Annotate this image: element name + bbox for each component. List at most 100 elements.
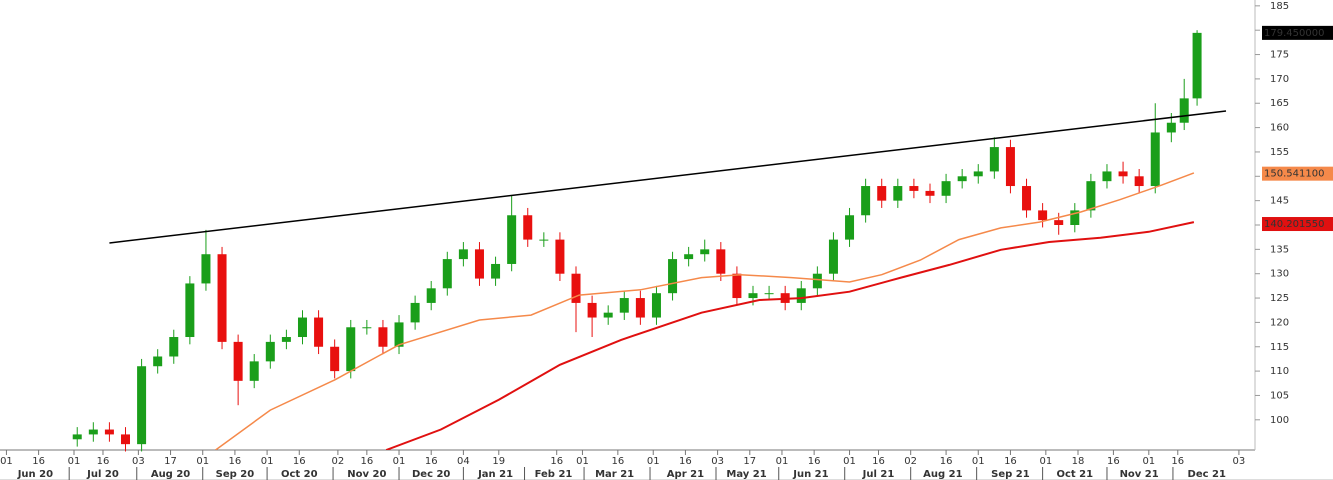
candle-body <box>571 273 581 303</box>
x-tick-label: 01 <box>1039 456 1052 467</box>
x-tick-label: 17 <box>164 456 177 467</box>
y-tick-label: 155 <box>1270 147 1289 158</box>
price-label: 179.450000 <box>1264 28 1324 39</box>
candle-body <box>877 186 887 201</box>
y-tick-label: 185 <box>1270 1 1289 12</box>
candle-body <box>507 215 517 264</box>
x-tick-label: 01 <box>261 456 274 467</box>
candle-body <box>169 337 179 357</box>
candle-body <box>72 434 82 440</box>
x-tick-label: 16 <box>293 456 306 467</box>
candle-body <box>137 366 147 445</box>
candle-body <box>732 273 742 299</box>
x-tick-label: 01 <box>576 456 589 467</box>
y-tick-label: 120 <box>1270 317 1289 328</box>
candle-body <box>973 171 983 177</box>
price-label-box <box>1262 217 1333 232</box>
x-tick-label: 16 <box>1107 456 1120 467</box>
x-tick-label: 03 <box>711 456 724 467</box>
x-tick-label: 16 <box>872 456 885 467</box>
candle-body <box>1102 171 1112 182</box>
month-label: Jul 20 <box>86 469 119 480</box>
candle-body <box>394 322 404 347</box>
x-tick-label: 01 <box>776 456 789 467</box>
candle-body <box>941 181 951 196</box>
candle-body <box>925 190 935 196</box>
y-tick-label: 105 <box>1270 390 1289 401</box>
x-tick-label: 01 <box>196 456 209 467</box>
month-label: Aug 21 <box>923 469 962 480</box>
line-series <box>109 110 1227 244</box>
x-tick-label: 16 <box>550 456 563 467</box>
month-label: Jun 20 <box>17 469 53 480</box>
x-tick-label: 16 <box>32 456 45 467</box>
candle-body <box>281 337 291 342</box>
candle-body <box>1005 147 1015 187</box>
y-tick-label: 165 <box>1270 98 1289 109</box>
y-tick-label: 130 <box>1270 269 1289 280</box>
candle-body <box>1150 132 1160 187</box>
x-tick-label: 02 <box>332 456 345 467</box>
candle-body <box>426 288 436 303</box>
y-tick-label: 110 <box>1270 366 1289 377</box>
x-tick-label: 01 <box>972 456 985 467</box>
x-tick-label: 03 <box>132 456 145 467</box>
candle-body <box>217 254 227 342</box>
candle-body <box>297 317 307 338</box>
y-tick-label: 125 <box>1270 293 1289 304</box>
x-tick-label: 16 <box>360 456 373 467</box>
x-tick-label: 19 <box>492 456 505 467</box>
candle-body <box>491 263 501 279</box>
candle-body <box>619 298 629 313</box>
x-tick-label: 17 <box>743 456 756 467</box>
candle-body <box>893 186 903 201</box>
line-series <box>385 221 1195 450</box>
candle-body <box>458 249 468 260</box>
candle-body <box>861 186 871 216</box>
line-series <box>215 172 1195 450</box>
candle-body <box>1134 176 1144 187</box>
candle-body <box>121 434 130 445</box>
x-tick-label: 16 <box>808 456 821 467</box>
month-label: Mar 21 <box>595 469 634 480</box>
candle-body <box>362 327 372 329</box>
y-tick-label: 115 <box>1270 342 1289 353</box>
month-label: Sep 21 <box>991 469 1030 480</box>
candle-body <box>1179 98 1189 123</box>
x-tick-label: 01 <box>647 456 660 467</box>
candle-body <box>523 215 533 240</box>
candle-body <box>330 346 340 372</box>
candle-body <box>603 312 613 318</box>
candle-body <box>828 239 838 274</box>
x-tick-label: 03 <box>1233 456 1246 467</box>
month-label: Oct 21 <box>1056 469 1093 480</box>
candle-body <box>233 341 243 381</box>
candle-body <box>346 327 356 372</box>
x-tick-label: 01 <box>1142 456 1155 467</box>
price-label-box <box>1262 166 1333 181</box>
month-label: Dec 20 <box>412 469 450 480</box>
y-tick-label: 100 <box>1270 415 1289 426</box>
candle-body <box>668 259 678 294</box>
candle-body <box>796 288 806 303</box>
x-tick-label: 04 <box>457 456 470 467</box>
x-tick-label: 16 <box>940 456 953 467</box>
candle-body <box>909 186 919 191</box>
price-label-box <box>1262 25 1333 40</box>
x-tick-label: 16 <box>1171 456 1184 467</box>
candle-body <box>314 317 324 347</box>
y-tick-label: 145 <box>1270 196 1289 207</box>
candle-body <box>201 254 211 284</box>
month-label: Jul 21 <box>862 469 895 480</box>
candle-body <box>153 356 163 367</box>
candle-body <box>748 293 758 299</box>
candle-body <box>1022 186 1032 211</box>
candle-body <box>1086 181 1096 211</box>
candle-body <box>1166 122 1176 133</box>
x-tick-label: 01 <box>68 456 81 467</box>
x-tick-label: 16 <box>97 456 110 467</box>
candle-body <box>989 147 999 172</box>
x-tick-label: 16 <box>611 456 624 467</box>
price-label: 140.201550 <box>1264 219 1324 230</box>
x-tick-label: 01 <box>0 456 13 467</box>
